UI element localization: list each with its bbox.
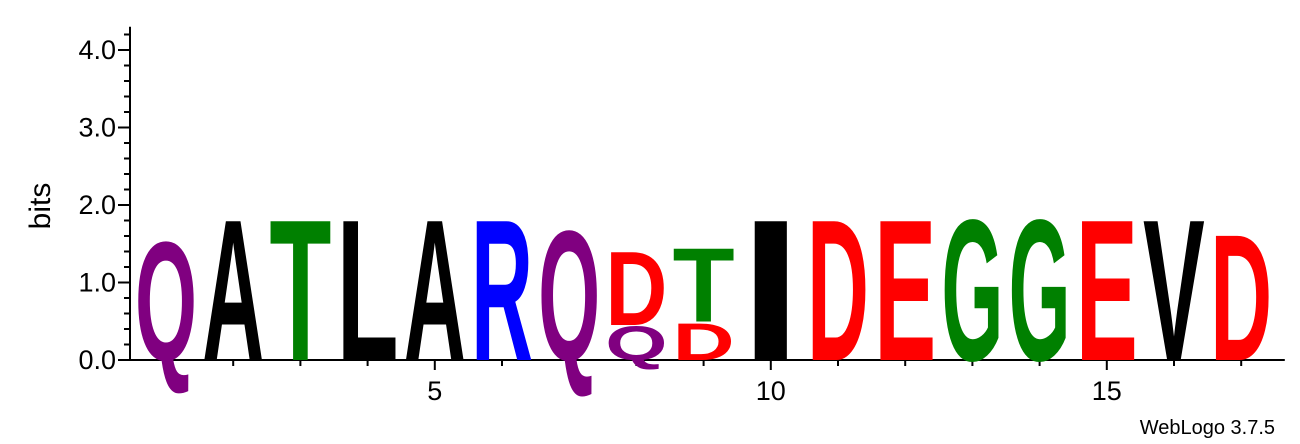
stack-position-3: T bbox=[269, 177, 331, 403]
logo-letter: L bbox=[337, 177, 399, 403]
logo-letter: E bbox=[1076, 179, 1138, 404]
y-axis: 0.0 1.0 2.0 3.0 4.0 bbox=[78, 26, 131, 375]
stack-position-12: E bbox=[874, 179, 936, 404]
x-tick-label: 10 bbox=[756, 376, 786, 406]
stack-position-2: A bbox=[202, 178, 264, 403]
y-tick-label: 4.0 bbox=[78, 35, 116, 65]
logo-letter: Q bbox=[135, 208, 197, 397]
logo-letter: G bbox=[941, 178, 1003, 403]
stack-position-17: D bbox=[1210, 197, 1272, 399]
y-tick-label: 3.0 bbox=[78, 113, 116, 143]
logo-letter: G bbox=[1009, 178, 1071, 403]
y-axis-label: bits bbox=[24, 183, 57, 230]
stack-position-15: E bbox=[1076, 179, 1138, 404]
stack-position-5: A bbox=[404, 178, 466, 403]
stack-position-6: R bbox=[471, 178, 533, 403]
logo-letter: V bbox=[1143, 179, 1205, 404]
logo-letter: D bbox=[605, 231, 667, 349]
logo-letter: I bbox=[740, 179, 802, 404]
logo-letter: A bbox=[202, 178, 264, 403]
stack-position-9: DT bbox=[673, 226, 735, 372]
y-tick-label: 0.0 bbox=[78, 345, 116, 375]
x-tick-label: 15 bbox=[1092, 376, 1122, 406]
logo-letter: A bbox=[404, 178, 466, 403]
logo-letter: D bbox=[1210, 197, 1272, 399]
y-tick-label: 1.0 bbox=[78, 268, 116, 298]
x-axis: 5 10 15 bbox=[130, 359, 1285, 406]
stack-position-10: I bbox=[740, 179, 802, 404]
stack-position-16: V bbox=[1143, 179, 1205, 404]
logo-letter: Q bbox=[605, 317, 667, 370]
logo-letter: R bbox=[471, 178, 533, 403]
stack-position-13: G bbox=[941, 178, 1003, 403]
stack-position-8: QD bbox=[605, 231, 667, 371]
logo-letter: D bbox=[807, 178, 869, 403]
y-tick-label: 2.0 bbox=[78, 190, 116, 220]
logo-letter: Q bbox=[538, 194, 600, 401]
stack-position-7: Q bbox=[538, 194, 600, 401]
letter-stacks: Q A T L A R Q QD DT I D E G G E V D bbox=[135, 177, 1272, 404]
logo-letter: E bbox=[874, 179, 936, 404]
logo-letter: D bbox=[673, 312, 735, 371]
logo-letter: T bbox=[269, 177, 331, 403]
weblogo-credit: WebLogo 3.7.5 bbox=[1140, 417, 1275, 439]
x-tick-label: 5 bbox=[427, 376, 442, 406]
stack-position-1: Q bbox=[135, 208, 197, 397]
stack-position-4: L bbox=[337, 177, 399, 403]
stack-position-11: D bbox=[807, 178, 869, 403]
stack-position-14: G bbox=[1009, 178, 1071, 403]
logo-letter: T bbox=[673, 226, 735, 345]
